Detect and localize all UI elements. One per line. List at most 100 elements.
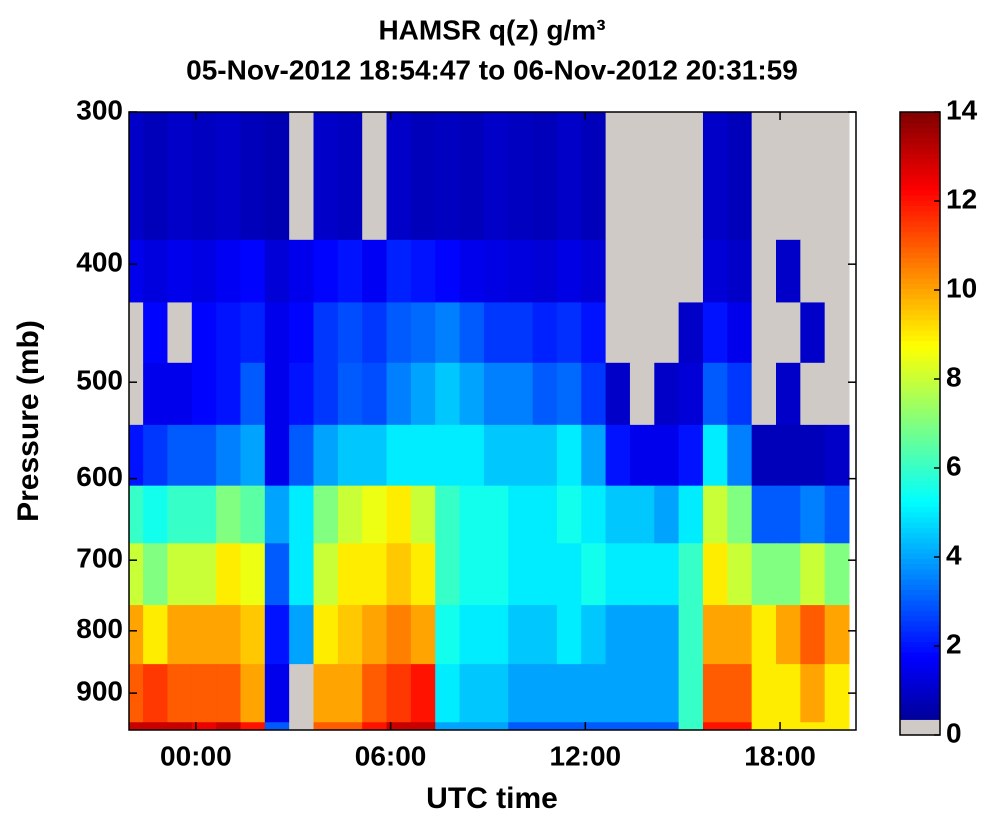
heatmap-cell (129, 362, 144, 426)
colorbar-swatch (900, 516, 940, 523)
heatmap-cell (386, 302, 412, 364)
colorbar-swatch (900, 314, 940, 321)
heatmap-cell (337, 605, 363, 665)
heatmap-cell (143, 722, 168, 730)
colorbar-swatch (900, 584, 940, 591)
heatmap-cell (751, 664, 777, 723)
heatmap-cell (143, 362, 168, 426)
heatmap-cell (751, 362, 777, 426)
heatmap-cell (264, 424, 290, 487)
heatmap-cell (556, 302, 582, 364)
heatmap-cell (216, 239, 241, 303)
heatmap-cell (775, 302, 801, 364)
colorbar-swatch (900, 636, 940, 643)
x-tick-label: 06:00 (355, 740, 427, 771)
heatmap-cell (129, 722, 144, 730)
colorbar-swatch (900, 542, 940, 549)
colorbar-swatch (900, 324, 940, 331)
heatmap-cell (678, 605, 704, 665)
heatmap-cell (775, 543, 801, 606)
colorbar-swatch (900, 480, 940, 487)
heatmap-cell (824, 485, 850, 544)
heatmap-cell (129, 424, 144, 487)
heatmap-cell (775, 722, 801, 730)
heatmap-cell (289, 543, 315, 606)
colorbar-swatch (900, 548, 940, 554)
heatmap-cell (435, 362, 461, 426)
heatmap-cell (191, 302, 217, 364)
heatmap-cell (702, 664, 728, 723)
heatmap-cell (289, 424, 315, 487)
colorbar-swatch (900, 631, 940, 637)
heatmap-cell (581, 362, 607, 426)
heatmap-cell (629, 664, 655, 723)
colorbar-swatch (900, 246, 940, 253)
colorbar-swatch (900, 433, 940, 440)
heatmap-cell (313, 302, 339, 364)
colorbar-swatch (900, 174, 940, 180)
heatmap-cell (264, 239, 290, 303)
heatmap-cell (167, 664, 193, 723)
colorbar-swatch (900, 600, 940, 606)
colorbar-swatch (900, 683, 940, 689)
heatmap-cell (459, 485, 485, 544)
heatmap-cell (386, 112, 412, 241)
colorbar-swatch (900, 418, 940, 424)
x-tick-label: 18:00 (744, 740, 816, 771)
colorbar-swatch (900, 657, 940, 663)
colorbar-swatch (900, 158, 940, 165)
y-tick-label: 700 (76, 543, 123, 574)
heatmap-cell (800, 485, 826, 544)
heatmap-cell (435, 302, 461, 364)
colorbar-swatch (900, 470, 940, 476)
heatmap-cell (581, 485, 607, 544)
heatmap-cell (386, 722, 412, 730)
heatmap-cell (337, 362, 363, 426)
heatmap-cell (216, 543, 241, 606)
colorbar-swatch (900, 506, 940, 513)
heatmap-cell (775, 664, 801, 723)
colorbar-swatch (900, 532, 940, 539)
heatmap-cell (191, 485, 217, 544)
heatmap-cell (775, 112, 801, 241)
heatmap-cell (240, 302, 266, 364)
heatmap-cell (483, 664, 509, 723)
colorbar-swatch (900, 288, 940, 295)
heatmap-cell (532, 362, 558, 426)
colorbar-swatch (900, 558, 940, 565)
colorbar-swatch (900, 387, 940, 393)
heatmap-cell (143, 424, 168, 487)
heatmap-cell (337, 112, 363, 241)
chart-subtitle: 05-Nov-2012 18:54:47 to 06-Nov-2012 20:3… (186, 54, 798, 85)
heatmap-cell (167, 722, 193, 730)
heatmap-cell (167, 424, 193, 487)
heatmap-cell (629, 239, 655, 303)
heatmap-cell (508, 605, 534, 665)
heatmap-cell (751, 239, 777, 303)
heatmap-cell (678, 543, 704, 606)
colorbar-swatch (900, 729, 940, 736)
colorbar-swatch (900, 719, 940, 726)
heatmap-cell (191, 424, 217, 487)
heatmap-cell (605, 362, 631, 426)
heatmap-cell (313, 543, 339, 606)
heatmap-cell (435, 605, 461, 665)
heatmap-cell (532, 485, 558, 544)
colorbar-swatch (900, 195, 940, 201)
heatmap-cell (435, 239, 461, 303)
colorbar-swatch (900, 335, 940, 341)
colorbar-swatch (900, 112, 940, 118)
heatmap-cell (508, 722, 534, 730)
heatmap-cell (167, 362, 193, 426)
heatmap-cell (167, 543, 193, 606)
heatmap-cell (556, 605, 582, 665)
x-tick-label: 00:00 (160, 740, 232, 771)
heatmap-cell (702, 362, 728, 426)
colorbar-swatch (900, 293, 940, 300)
heatmap-cell (386, 424, 412, 487)
heatmap-cell (678, 485, 704, 544)
heatmap-cell (532, 543, 558, 606)
heatmap-cell (727, 722, 753, 730)
heatmap-cell (410, 239, 436, 303)
